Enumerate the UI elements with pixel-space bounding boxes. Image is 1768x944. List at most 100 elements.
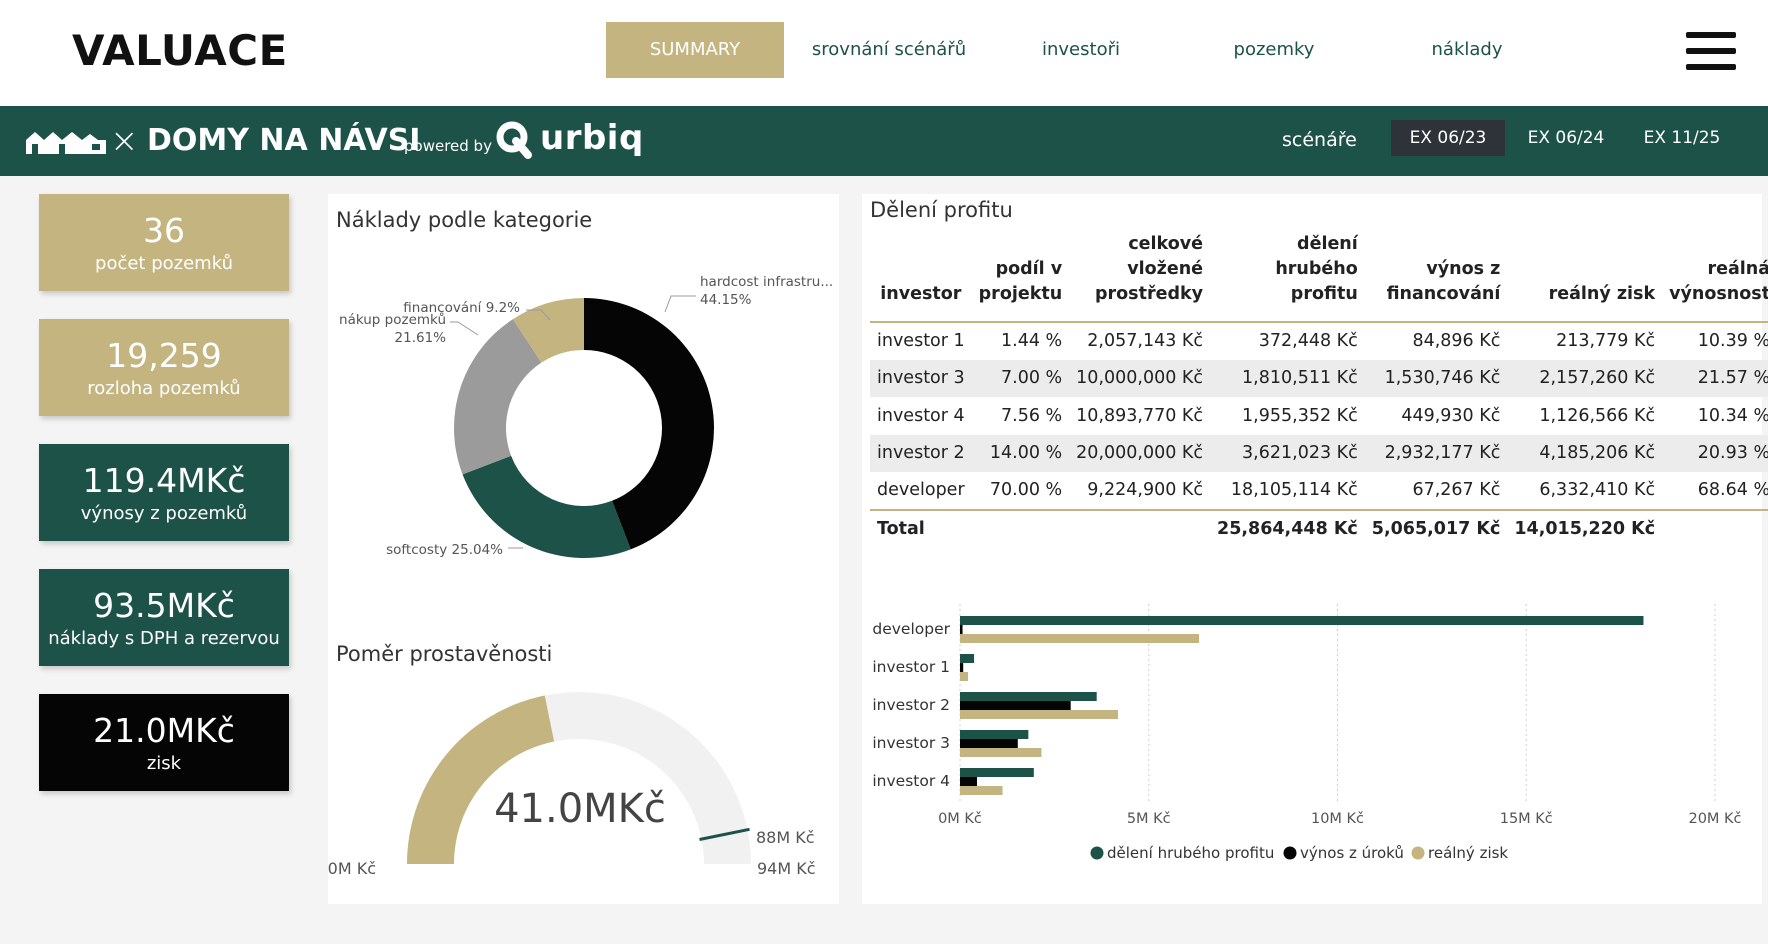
legend-label[interactable]: dělení hrubého profitu bbox=[1107, 844, 1274, 862]
table-cell: 1,810,511 Kč bbox=[1242, 368, 1358, 389]
table-total-row: Total 25,864,448 Kč 5,065,017 Kč 14,015,… bbox=[870, 510, 1768, 548]
profit-title: Dělení profitu bbox=[870, 198, 1013, 222]
bar-3-0[interactable] bbox=[960, 730, 1029, 739]
table-cell: 14,015,220 Kč bbox=[1514, 519, 1656, 539]
bar-2-2[interactable] bbox=[960, 710, 1118, 719]
costs-donut-chart: hardcost infrastru... 44.15% softcosty 25.… bbox=[339, 274, 833, 558]
donut-slice-3[interactable] bbox=[512, 298, 584, 363]
bar-2-0[interactable] bbox=[960, 692, 1097, 701]
bar-0-2[interactable] bbox=[960, 634, 1200, 643]
donut-label: softcosty 25.04% bbox=[386, 542, 503, 558]
table-cell bbox=[1069, 510, 1210, 548]
gauge-target-marker bbox=[699, 827, 750, 841]
kpi-value: 36 bbox=[143, 211, 185, 250]
table-cell: 2,932,177 Kč bbox=[1384, 443, 1501, 464]
project-band: × DOMY NA NÁVSI powered by urbiq scénáře… bbox=[0, 106, 1768, 176]
top-bar: VALUACE SUMMARY srovnání scénářů investo… bbox=[0, 0, 1768, 106]
bar-category-label: investor 2 bbox=[872, 696, 950, 714]
donut-title: Náklady podle kategorie bbox=[336, 208, 593, 232]
bar-0-1[interactable] bbox=[960, 625, 963, 634]
bar-category-label: investor 4 bbox=[872, 772, 950, 790]
table-cell: 4,185,206 Kč bbox=[1539, 443, 1656, 464]
scenario-button-ex-06-23[interactable]: EX 06/23 bbox=[1391, 120, 1505, 156]
bar-0-0[interactable] bbox=[960, 616, 1644, 625]
scenario-button-ex-06-24[interactable]: EX 06/24 bbox=[1527, 128, 1605, 148]
donut-slice-0[interactable] bbox=[584, 298, 714, 550]
col-header-real-return[interactable]: reálná výnosnost bbox=[1669, 259, 1768, 304]
col-header-investor[interactable]: investor bbox=[880, 284, 962, 304]
table-cell: 372,448 Kč bbox=[1258, 331, 1358, 352]
build-ratio-gauge: 41.0MKč 0M Kč 94M Kč 88M Kč bbox=[328, 692, 816, 878]
kpi-card-plot-count: 36 počet pozemků bbox=[39, 194, 289, 291]
bar-x-tick-label: 5M Kč bbox=[1127, 811, 1171, 827]
table-cell: developer bbox=[877, 480, 965, 501]
bar-2-1[interactable] bbox=[960, 701, 1071, 710]
bar-3-1[interactable] bbox=[960, 739, 1018, 748]
legend-swatch bbox=[1283, 846, 1297, 860]
table-cell: 7.56 % bbox=[1001, 405, 1063, 426]
gauge-title: Poměr prostavěnosti bbox=[336, 642, 553, 666]
col-header-gross-profit[interactable]: dělení hrubého profitu bbox=[1275, 234, 1358, 304]
col-header-real-profit[interactable]: reálný zisk bbox=[1548, 284, 1656, 304]
table-header-row: investor podíl v projektu celkové vložené… bbox=[870, 232, 1768, 322]
table-cell: 84,896 Kč bbox=[1412, 331, 1501, 352]
kpi-value: 93.5MKč bbox=[93, 586, 235, 625]
col-header-share[interactable]: podíl v projektu bbox=[978, 259, 1063, 304]
nav-tab-costs[interactable]: náklady bbox=[1431, 39, 1503, 60]
brand-separator: × bbox=[110, 121, 139, 161]
donut-label-value: 44.15% bbox=[700, 292, 752, 308]
bar-x-tick-label: 10M Kč bbox=[1311, 811, 1364, 827]
nav-tab-investors[interactable]: investoři bbox=[1042, 39, 1120, 60]
kpi-value: 21.0MKč bbox=[93, 711, 235, 750]
table-row: investor 2 14.00 % 20,000,000 Kč 3,621,0… bbox=[870, 434, 1768, 472]
bar-1-1[interactable] bbox=[960, 663, 964, 672]
nav-tab-scenario-comparison[interactable]: srovnání scénářů bbox=[811, 39, 967, 60]
table-cell: 2,057,143 Kč bbox=[1087, 331, 1204, 352]
table-cell: 10.34 % bbox=[1697, 405, 1768, 426]
kpi-card-plot-revenue: 119.4MKč výnosy z pozemků bbox=[39, 444, 289, 541]
nav-tab-plots[interactable]: pozemky bbox=[1233, 39, 1315, 60]
donut-slice-2[interactable] bbox=[454, 319, 542, 475]
kpi-label: zisk bbox=[146, 753, 182, 774]
table-cell bbox=[972, 510, 1070, 548]
hamburger-menu-icon[interactable] bbox=[1686, 32, 1736, 70]
bar-4-2[interactable] bbox=[960, 786, 1003, 795]
table-cell: 2,157,260 Kč bbox=[1539, 368, 1656, 389]
profit-bar-chart: 0M Kč 5M Kč 10M Kč 15M Kč 20M Kč developer inv… bbox=[872, 604, 1742, 862]
kpi-value: 119.4MKč bbox=[82, 461, 246, 500]
gauge-value-arc bbox=[407, 695, 555, 864]
nav-tab-summary[interactable]: SUMMARY bbox=[606, 22, 784, 78]
table-cell: 18,105,114 Kč bbox=[1230, 480, 1358, 501]
table-row: investor 4 7.56 % 10,893,770 Kč 1,955,35… bbox=[870, 397, 1768, 435]
scenario-button-ex-11-25[interactable]: EX 11/25 bbox=[1643, 128, 1721, 148]
table-cell: 14.00 % bbox=[989, 443, 1063, 464]
kpi-card-profit: 21.0MKč zisk bbox=[39, 694, 289, 791]
gauge-target-label: 88M Kč bbox=[756, 828, 815, 847]
kpi-card-costs: 93.5MKč náklady s DPH a rezervou bbox=[39, 569, 289, 666]
col-header-financing-yield[interactable]: výnos z financování bbox=[1386, 259, 1501, 304]
project-name: DOMY NA NÁVSI bbox=[147, 123, 421, 158]
legend-label[interactable]: výnos z úroků bbox=[1300, 844, 1404, 862]
bar-x-tick-label: 15M Kč bbox=[1500, 811, 1553, 827]
table-cell: 3,621,023 Kč bbox=[1242, 443, 1358, 464]
gauge-max-label: 94M Kč bbox=[757, 859, 816, 878]
bar-1-0[interactable] bbox=[960, 654, 975, 663]
powered-by-label: powered by bbox=[404, 137, 492, 155]
urbiq-wordmark: urbiq bbox=[540, 118, 644, 158]
donut-label-value: 21.61% bbox=[395, 330, 447, 346]
kpi-label: náklady s DPH a rezervou bbox=[48, 628, 280, 649]
donut-slice-1[interactable] bbox=[462, 455, 631, 558]
donut-leader-line bbox=[526, 309, 551, 321]
bar-category-label: developer bbox=[872, 620, 950, 638]
col-header-invested[interactable]: celkové vložené prostředky bbox=[1094, 234, 1204, 304]
table-cell: investor 4 bbox=[877, 405, 965, 426]
main-nav: SUMMARY srovnání scénářů investoři pozem… bbox=[0, 22, 1768, 78]
legend-label[interactable]: reálný zisk bbox=[1428, 844, 1508, 862]
scenarios-label: scénáře bbox=[1282, 129, 1357, 151]
bar-1-2[interactable] bbox=[960, 672, 969, 681]
bar-3-2[interactable] bbox=[960, 748, 1042, 757]
table-cell: 7.00 % bbox=[1001, 368, 1063, 389]
app-title: VALUACE bbox=[72, 26, 288, 75]
bar-4-0[interactable] bbox=[960, 768, 1034, 777]
bar-4-1[interactable] bbox=[960, 777, 977, 786]
